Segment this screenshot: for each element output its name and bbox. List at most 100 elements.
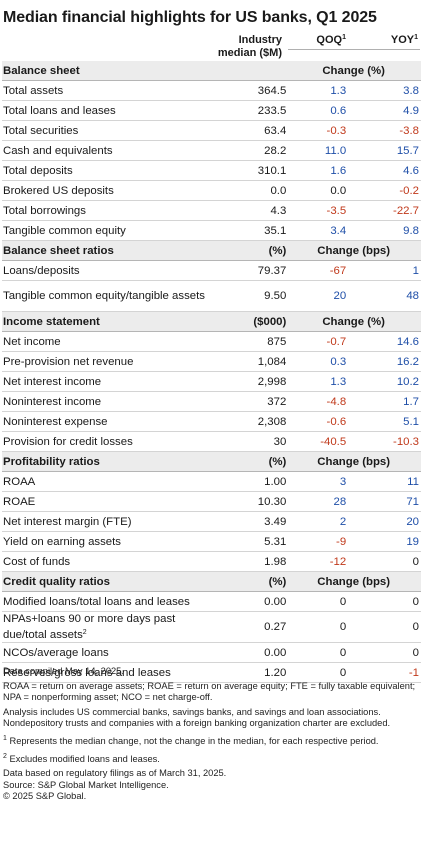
- row-label-text: Tangible common equity/tangible assets: [3, 289, 205, 302]
- row-qoq-change: -3.5: [286, 200, 347, 221]
- row-label-text: Net interest margin (FTE): [3, 515, 132, 528]
- page-title: Median financial highlights for US banks…: [3, 9, 377, 26]
- yoy-footnote-marker: 1: [414, 34, 418, 41]
- table-row: ROAE 10.30 28 71: [2, 491, 421, 512]
- row-qoq-change: 2: [286, 511, 347, 532]
- row-qoq-change: 11.0: [286, 140, 347, 161]
- row-label: Reserves/gross loans and leases: [2, 662, 215, 683]
- row-label-text: Total deposits: [3, 164, 73, 177]
- row-yoy-change: 4.6: [346, 160, 421, 181]
- table-row: Pre-provision net revenue 1,084 0.3 16.2: [2, 351, 421, 372]
- row-label-text: Cash and equivalents: [3, 144, 113, 157]
- row-median-value: 79.37: [214, 260, 287, 281]
- row-label-text: Net income: [3, 335, 61, 348]
- table-row: Provision for credit losses 30 -40.5 -10.3: [2, 431, 421, 452]
- row-median-value: 4.3: [214, 200, 287, 221]
- note-footnote-2: 2 Excludes modified loans and leases.: [3, 751, 421, 766]
- table-row: Yield on earning assets 5.31 -9 19: [2, 531, 421, 552]
- section-change-label: Change (%): [286, 311, 421, 332]
- row-label-text: Cost of funds: [3, 555, 71, 568]
- table-row: Noninterest income 372 -4.8 1.7: [2, 391, 421, 412]
- row-yoy-change: 48: [346, 280, 421, 312]
- row-yoy-change: -1: [346, 662, 421, 683]
- footnote-1-marker: 1: [3, 734, 7, 742]
- row-yoy-change: 15.7: [346, 140, 421, 161]
- row-label: Yield on earning assets: [2, 531, 215, 552]
- row-yoy-change: -10.3: [346, 431, 421, 452]
- row-yoy-change: -22.7: [346, 200, 421, 221]
- row-median-value: 30: [214, 431, 287, 452]
- row-label: Pre-provision net revenue: [2, 351, 215, 372]
- row-median-value: 2,308: [214, 411, 287, 432]
- row-qoq-change: 1.3: [286, 80, 347, 101]
- row-qoq-change: 0.0: [286, 180, 347, 201]
- row-qoq-change: 0: [286, 591, 347, 612]
- table-row: Total assets 364.5 1.3 3.8: [2, 80, 421, 101]
- row-label: Tangible common equity/tangible assets: [2, 280, 215, 312]
- row-qoq-change: 1.6: [286, 160, 347, 181]
- row-label: Noninterest income: [2, 391, 215, 412]
- row-qoq-change: 0: [286, 611, 347, 643]
- row-median-value: 10.30: [214, 491, 287, 512]
- row-yoy-change: 14.6: [346, 331, 421, 352]
- section-change-label: Change (%): [286, 61, 421, 81]
- row-qoq-change: 3.4: [286, 220, 347, 241]
- section-header-row: Credit quality ratios (%) Change (bps): [2, 571, 421, 592]
- section-header-row: Profitability ratios (%) Change (bps): [2, 451, 421, 472]
- row-median-value: 28.2: [214, 140, 287, 161]
- section-change-label: Change (bps): [286, 451, 421, 472]
- row-qoq-change: -40.5: [286, 431, 347, 452]
- row-yoy-change: 11: [346, 471, 421, 492]
- row-median-value: 5.31: [214, 531, 287, 552]
- section-change-label: Change (bps): [286, 571, 421, 592]
- row-label: Total securities: [2, 120, 215, 141]
- row-label-text: ROAE: [3, 495, 36, 508]
- section-change-label: Change (bps): [286, 240, 421, 261]
- row-yoy-change: 19: [346, 531, 421, 552]
- row-label-text: Total loans and leases: [3, 104, 116, 117]
- footnote-1-text: Represents the median change, not the ch…: [6, 735, 379, 746]
- row-median-value: 1.20: [214, 662, 287, 683]
- row-median-value: 1.00: [214, 471, 287, 492]
- table-row: Tangible common equity/tangible assets 9.…: [2, 280, 421, 312]
- section-header-row: Income statement ($000) Change (%): [2, 311, 421, 332]
- row-yoy-change: 1.7: [346, 391, 421, 412]
- table-row: Loans/deposits 79.37 -67 1: [2, 260, 421, 281]
- row-yoy-change: 1: [346, 260, 421, 281]
- row-label: Tangible common equity: [2, 220, 215, 241]
- row-median-value: 0.00: [214, 591, 287, 612]
- highlights-table-body: Balance sheet Change (%) Total assets 364.5…: [2, 61, 421, 683]
- row-median-value: 364.5: [214, 80, 287, 101]
- column-header: Industry median ($M) QOQ1 YOY1: [0, 34, 425, 74]
- row-label-text: NCOs/average loans: [3, 646, 109, 659]
- note-source: Source: S&P Global Market Intelligence.: [3, 779, 169, 790]
- row-yoy-change: 71: [346, 491, 421, 512]
- table-row: Modified loans/total loans and leases 0.0…: [2, 591, 421, 612]
- row-label: Total loans and leases: [2, 100, 215, 121]
- row-median-value: 0.27: [214, 611, 287, 643]
- row-label: Provision for credit losses: [2, 431, 215, 452]
- row-median-value: 0.0: [214, 180, 287, 201]
- row-qoq-change: -12: [286, 551, 347, 572]
- row-median-value: 2,998: [214, 371, 287, 392]
- row-median-value: 0.00: [214, 642, 287, 663]
- table-row: Total deposits 310.1 1.6 4.6: [2, 160, 421, 181]
- row-median-value: 1,084: [214, 351, 287, 372]
- row-median-value: 1.98: [214, 551, 287, 572]
- row-yoy-change: 9.8: [346, 220, 421, 241]
- row-label-text: Total borrowings: [3, 204, 86, 217]
- table-row: Total loans and leases 233.5 0.6 4.9: [2, 100, 421, 121]
- row-median-value: 372: [214, 391, 287, 412]
- row-label-text: Noninterest income: [3, 395, 102, 408]
- table-row: Brokered US deposits 0.0 0.0 -0.2: [2, 180, 421, 201]
- footnotes: Data compiled May 14, 2025. ROAA = retur…: [3, 666, 421, 803]
- table-row: Cost of funds 1.98 -12 0: [2, 551, 421, 572]
- row-label: ROAA: [2, 471, 215, 492]
- row-label: Cost of funds: [2, 551, 215, 572]
- row-median-value: 9.50: [214, 280, 287, 312]
- highlights-table: Balance sheet Change (%) Total assets 364.5…: [2, 61, 421, 683]
- row-label: Total deposits: [2, 160, 215, 181]
- yoy-header: YOY1: [356, 34, 418, 46]
- row-qoq-change: 0: [286, 662, 347, 683]
- header-divider: [288, 49, 420, 50]
